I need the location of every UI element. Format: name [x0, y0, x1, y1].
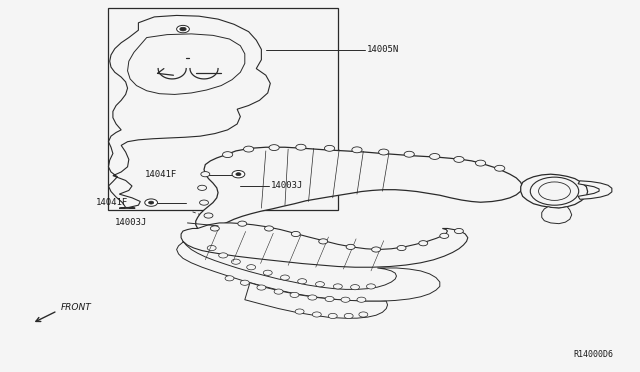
- Polygon shape: [541, 207, 572, 224]
- Circle shape: [201, 171, 210, 177]
- Circle shape: [359, 312, 368, 317]
- Circle shape: [476, 160, 486, 166]
- Text: 14041F: 14041F: [145, 170, 177, 179]
- Circle shape: [367, 284, 376, 289]
- Circle shape: [312, 312, 321, 317]
- Polygon shape: [521, 174, 588, 208]
- Text: 14003J: 14003J: [115, 218, 147, 227]
- Circle shape: [244, 146, 253, 152]
- Circle shape: [145, 199, 157, 206]
- Polygon shape: [578, 181, 612, 199]
- Circle shape: [495, 165, 505, 171]
- Circle shape: [257, 285, 266, 290]
- Circle shape: [269, 145, 279, 151]
- Circle shape: [236, 173, 241, 176]
- Circle shape: [397, 246, 406, 251]
- Circle shape: [454, 228, 463, 234]
- Text: R14000D6: R14000D6: [573, 350, 613, 359]
- Circle shape: [177, 25, 189, 33]
- Circle shape: [419, 241, 428, 246]
- Circle shape: [148, 201, 154, 204]
- Circle shape: [357, 297, 366, 302]
- Circle shape: [200, 200, 209, 205]
- Circle shape: [298, 279, 307, 284]
- Circle shape: [379, 149, 389, 155]
- Circle shape: [263, 270, 272, 275]
- Circle shape: [344, 313, 353, 318]
- Circle shape: [274, 289, 283, 294]
- Circle shape: [219, 253, 228, 258]
- Circle shape: [291, 231, 300, 237]
- Circle shape: [198, 185, 207, 190]
- Circle shape: [207, 246, 216, 251]
- Circle shape: [333, 284, 342, 289]
- Circle shape: [454, 157, 464, 162]
- Circle shape: [404, 151, 414, 157]
- Polygon shape: [181, 223, 468, 267]
- Circle shape: [328, 313, 337, 318]
- Circle shape: [246, 264, 255, 270]
- Circle shape: [204, 213, 213, 218]
- Text: 14003J: 14003J: [271, 181, 303, 190]
- Polygon shape: [177, 241, 440, 301]
- Circle shape: [180, 27, 186, 31]
- Circle shape: [372, 247, 381, 252]
- Circle shape: [325, 296, 334, 302]
- Polygon shape: [196, 147, 523, 238]
- Circle shape: [352, 147, 362, 153]
- Circle shape: [238, 221, 246, 226]
- Circle shape: [225, 276, 234, 281]
- Text: FRONT: FRONT: [61, 303, 92, 312]
- Circle shape: [346, 244, 355, 250]
- Circle shape: [324, 145, 335, 151]
- Bar: [108, 8, 338, 211]
- Circle shape: [264, 226, 273, 231]
- Circle shape: [232, 259, 241, 264]
- Circle shape: [308, 295, 317, 300]
- Text: 14041F: 14041F: [96, 198, 128, 207]
- Circle shape: [429, 154, 440, 160]
- Circle shape: [351, 285, 360, 290]
- Circle shape: [316, 282, 324, 287]
- Circle shape: [241, 280, 249, 285]
- Circle shape: [341, 297, 350, 302]
- Circle shape: [295, 309, 304, 314]
- Circle shape: [232, 170, 245, 178]
- Circle shape: [223, 152, 233, 158]
- Circle shape: [319, 239, 328, 244]
- Circle shape: [211, 226, 220, 231]
- Circle shape: [531, 177, 579, 205]
- Text: 14005N: 14005N: [367, 45, 399, 54]
- Polygon shape: [245, 283, 388, 318]
- Circle shape: [440, 233, 449, 238]
- Circle shape: [296, 144, 306, 150]
- Circle shape: [290, 292, 299, 298]
- Circle shape: [280, 275, 289, 280]
